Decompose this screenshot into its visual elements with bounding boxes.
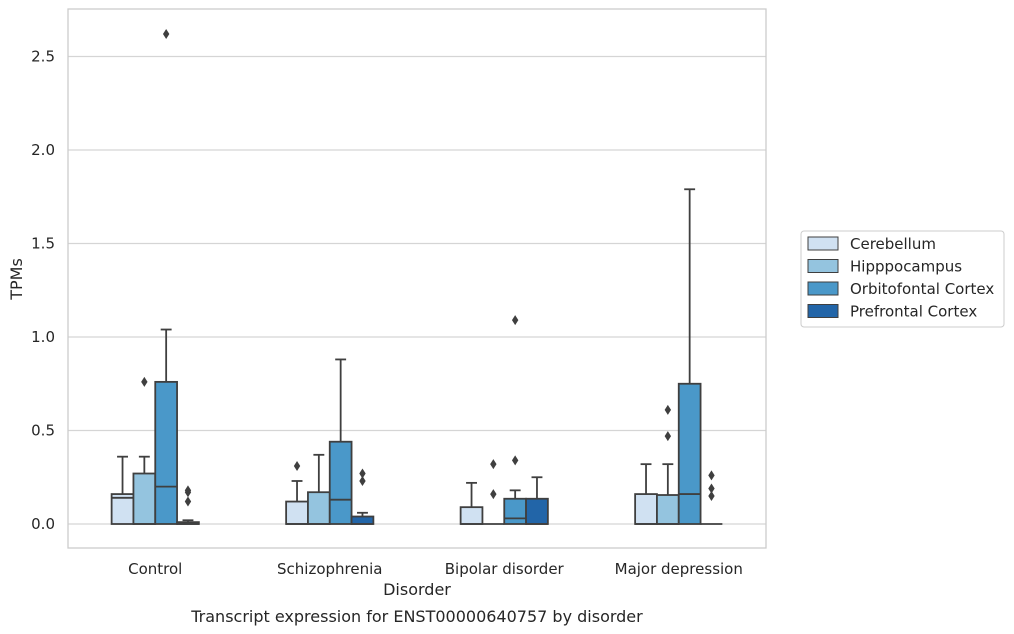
outlier-point <box>664 404 672 415</box>
chart-caption: Transcript expression for ENST0000064075… <box>190 607 643 626</box>
outlier-point <box>664 431 672 442</box>
box-1-0 <box>132 376 157 525</box>
y-axis-label: TPMs <box>7 258 26 301</box>
outlier-point <box>708 470 715 481</box>
outlier-point <box>359 468 366 479</box>
x-tick-label: Control <box>128 560 182 578</box>
outlier-point <box>184 496 192 507</box>
y-tick-labels: 0.0 0.5 1.0 1.5 2.0 2.5 <box>31 48 55 534</box>
box-body <box>656 494 680 525</box>
outlier-point <box>293 461 301 472</box>
box-body <box>350 515 375 525</box>
box-series <box>110 29 723 525</box>
y-tick-label: 0.5 <box>31 422 55 440</box>
box-body <box>459 506 484 525</box>
box-body <box>634 493 658 525</box>
legend: Cerebellum Hipppocampus Orbitofontal Corte… <box>800 230 1005 328</box>
box-body <box>307 491 331 525</box>
legend-label: Prefrontal Cortex <box>850 303 977 321</box>
box-1-3 <box>656 404 680 525</box>
plot-frame <box>67 8 767 549</box>
legend-swatch <box>807 304 839 318</box>
outlier-point <box>708 490 715 501</box>
x-tick-labels: Control Schizophrenia Bipolar disorder Majo… <box>128 560 743 578</box>
box-body <box>132 472 157 525</box>
outlier-point <box>490 459 497 470</box>
box-3-2 <box>525 476 549 525</box>
outlier-point <box>184 485 192 496</box>
outlier-point <box>490 489 497 500</box>
y-tick-label: 1.0 <box>31 328 55 346</box>
box-body <box>154 380 178 525</box>
legend-label: Cerebellum <box>850 235 936 253</box>
x-tick-label: Major depression <box>615 560 743 578</box>
y-tick-label: 1.5 <box>31 235 55 253</box>
box-3-1 <box>350 468 375 525</box>
x-tick-label: Bipolar disorder <box>445 560 565 578</box>
outlier-point <box>511 455 519 466</box>
box-0-2 <box>459 481 484 525</box>
box-body <box>285 500 309 525</box>
box-2-2 <box>503 315 527 525</box>
box-0-1 <box>285 461 309 525</box>
legend-swatch <box>807 281 839 296</box>
x-axis-label: Disorder <box>383 580 451 599</box>
box-0-3 <box>634 463 658 525</box>
box-2-0 <box>154 29 178 525</box>
legend-label: Hipppocampus <box>850 258 962 276</box>
box-2-1 <box>328 358 353 525</box>
outlier-point <box>511 315 519 326</box>
box-body <box>525 497 549 525</box>
box-body <box>328 440 353 525</box>
y-tick-label: 0.0 <box>31 515 55 533</box>
y-tick-label: 2.0 <box>31 141 55 159</box>
legend-swatch <box>807 259 839 273</box>
box-body <box>503 497 527 525</box>
outlier-point <box>708 483 715 494</box>
y-tick-label: 2.5 <box>31 48 55 66</box>
outlier-point <box>162 29 170 40</box>
box-0-0 <box>110 455 135 525</box>
outlier-point <box>141 376 148 387</box>
outlier-point <box>359 475 366 486</box>
legend-label: Orbitofontal Cortex <box>850 280 994 298</box>
box-body <box>677 382 702 525</box>
x-tick-label: Schizophrenia <box>277 560 382 578</box>
box-3-3 <box>700 470 723 525</box>
box-2-3 <box>677 188 702 525</box>
box-1-1 <box>307 453 331 525</box>
box-1-2 <box>482 459 505 525</box>
box-3-0 <box>176 485 200 525</box>
legend-swatch <box>807 236 839 251</box>
legend-frame <box>800 230 1005 328</box>
